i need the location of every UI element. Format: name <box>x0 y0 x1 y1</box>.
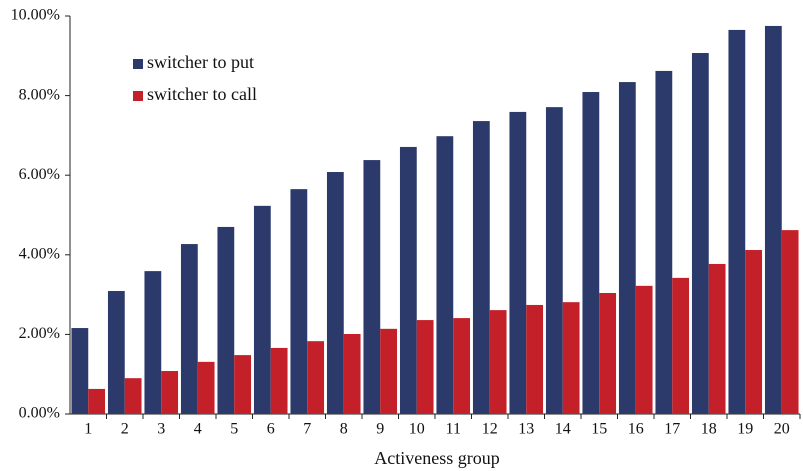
bar <box>691 53 709 414</box>
x-tick-label: 2 <box>121 421 129 438</box>
bar <box>635 285 653 414</box>
bar <box>107 291 125 414</box>
x-tick-label: 9 <box>376 421 384 438</box>
bar <box>197 361 215 414</box>
x-tick-label: 7 <box>303 421 311 438</box>
bar <box>253 205 271 414</box>
bar <box>618 82 636 415</box>
y-tick-label: 6.00% <box>19 166 60 183</box>
bar <box>436 136 454 415</box>
bar <box>124 378 142 414</box>
bar <box>416 320 434 414</box>
bar <box>71 328 89 414</box>
y-tick-label: 10.00% <box>11 7 60 24</box>
bar <box>234 355 252 414</box>
bar <box>399 146 417 414</box>
legend-label: switcher to call <box>147 84 257 104</box>
x-tick-label: 1 <box>84 421 92 438</box>
x-tick-label: 13 <box>518 421 534 438</box>
x-tick-label: 14 <box>555 421 571 438</box>
legend-swatch <box>133 59 143 69</box>
bar <box>764 25 782 414</box>
bar <box>509 111 527 414</box>
bar <box>326 172 344 414</box>
bar <box>728 29 746 415</box>
x-tick-label: 18 <box>701 421 717 438</box>
bar <box>672 277 690 414</box>
x-tick-label: 16 <box>628 421 644 438</box>
y-tick-label: 4.00% <box>19 245 60 262</box>
x-tick-label: 4 <box>194 421 202 438</box>
bar <box>290 189 308 414</box>
bar <box>180 244 198 414</box>
bar <box>655 70 673 414</box>
bar <box>363 160 381 414</box>
x-tick-label: 10 <box>409 421 425 438</box>
bar <box>562 302 580 414</box>
x-tick-label: 15 <box>591 421 607 438</box>
y-tick-label: 2.00% <box>19 325 60 342</box>
legend-label: switcher to put <box>147 52 254 72</box>
bar <box>526 304 544 414</box>
bar <box>343 334 361 414</box>
bar <box>217 226 235 414</box>
bar <box>144 271 162 414</box>
x-tick-label: 5 <box>230 421 238 438</box>
legend-swatch <box>133 91 143 101</box>
x-axis-label: Activeness group <box>374 448 499 468</box>
x-tick-label: 17 <box>664 421 680 438</box>
y-tick-label: 8.00% <box>19 86 60 103</box>
bar <box>161 371 179 414</box>
bar <box>599 293 617 414</box>
x-tick-label: 8 <box>340 421 348 438</box>
x-tick-label: 6 <box>267 421 275 438</box>
bar <box>380 328 398 414</box>
x-tick-label: 20 <box>774 421 790 438</box>
bar <box>88 388 106 414</box>
y-tick-label: 0.00% <box>19 405 60 422</box>
bar <box>270 347 288 414</box>
bar <box>545 107 563 414</box>
x-tick-label: 19 <box>737 421 753 438</box>
bar <box>453 318 471 414</box>
x-tick-label: 12 <box>482 421 498 438</box>
x-tick-label: 11 <box>446 421 461 438</box>
bar <box>781 230 799 414</box>
bar <box>708 263 726 414</box>
bar <box>582 92 600 414</box>
bar <box>745 250 763 414</box>
x-tick-label: 3 <box>157 421 165 438</box>
bar <box>472 121 490 415</box>
bar <box>489 310 507 414</box>
bar <box>307 341 325 414</box>
